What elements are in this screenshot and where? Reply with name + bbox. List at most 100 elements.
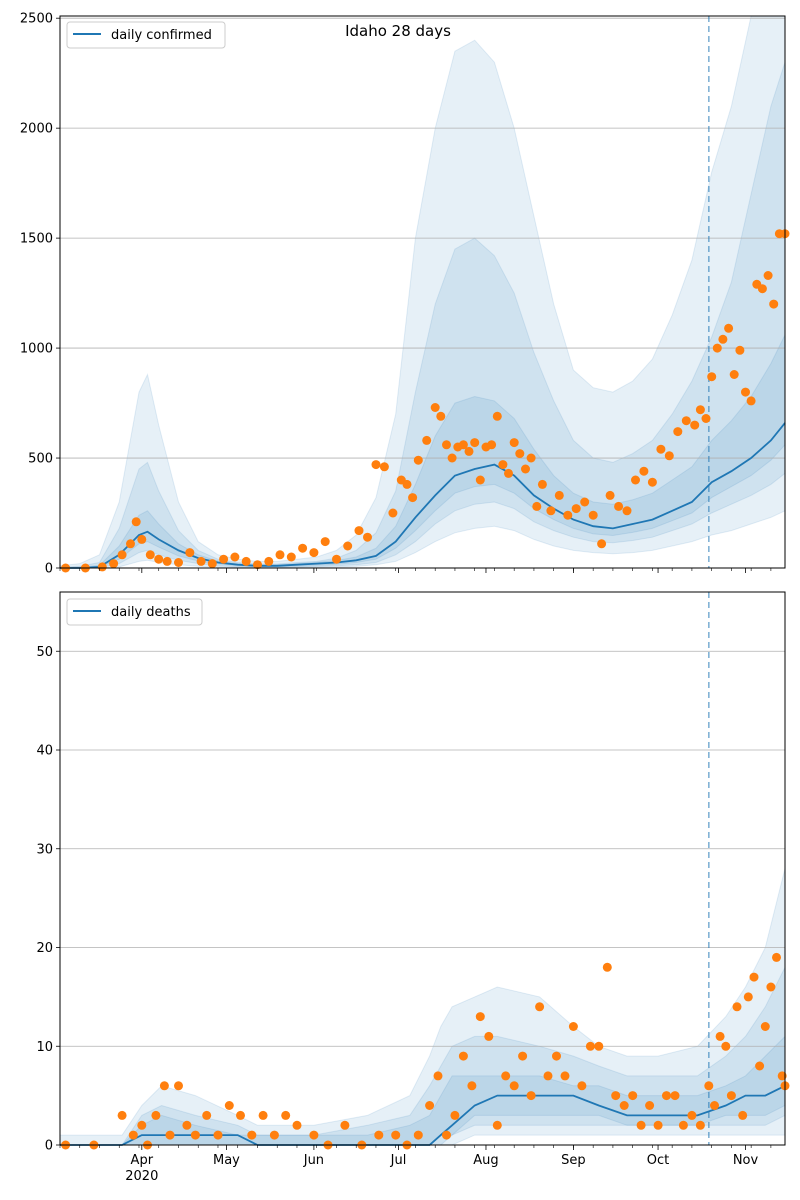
deaths-observed-point — [743, 992, 753, 1002]
confirmed-observed-point — [447, 453, 457, 463]
deaths-observed-point — [710, 1101, 719, 1110]
deaths-legend[interactable]: daily deaths — [66, 598, 203, 626]
confirmed-observed-point — [580, 497, 590, 507]
confirmed-observed-point — [746, 396, 756, 406]
confirmed-observed-point — [509, 438, 519, 448]
confirmed-observed-point — [492, 411, 502, 421]
deaths-axes-border — [59, 591, 786, 1146]
confirmed-observed-point — [458, 440, 468, 450]
confirmed-median-line — [60, 422, 786, 569]
deaths-observed-point — [492, 1120, 502, 1130]
x-tick-label: May — [213, 1153, 240, 1168]
confirmed-observed-point — [154, 554, 164, 564]
x-tick-label: Sep — [561, 1153, 586, 1168]
deaths-observed-point — [695, 1120, 705, 1130]
deaths-observed-point — [484, 1031, 494, 1041]
confirmed-observed-point — [185, 548, 195, 558]
deaths-observed-point — [732, 1002, 742, 1012]
confirmed-observed-point — [622, 506, 632, 516]
deaths-y-tick-label: 0 — [45, 1139, 53, 1154]
confirmed-observed-point — [498, 460, 508, 470]
confirmed-observed-point — [379, 462, 389, 472]
deaths-observed-points — [61, 952, 790, 1150]
confirmed-legend-box — [66, 21, 226, 49]
confirmed-observed-point — [131, 517, 141, 527]
x-tick-label: Jun — [303, 1153, 324, 1168]
deaths-observed-point — [678, 1120, 688, 1130]
deaths-observed-point — [137, 1120, 147, 1130]
confirmed-observed-points — [61, 229, 790, 573]
confirmed-observed-point — [219, 554, 229, 564]
deaths-observed-point — [509, 1081, 519, 1091]
confirmed-observed-point — [241, 556, 251, 566]
deaths-observed-point — [577, 1081, 587, 1091]
deaths-observed-point — [715, 1031, 725, 1041]
deaths-observed-point — [258, 1110, 268, 1120]
deaths-observed-point — [247, 1130, 257, 1140]
confirmed-observed-point — [470, 438, 480, 448]
confirmed-observed-point — [162, 556, 172, 566]
confirmed-observed-point — [475, 475, 485, 485]
deaths-observed-point — [224, 1101, 234, 1110]
confirmed-observed-point — [639, 466, 649, 476]
deaths-observed-point — [165, 1130, 175, 1140]
confirmed-observed-point — [320, 537, 330, 547]
confirmed-observed-point — [464, 446, 474, 456]
deaths-observed-point — [670, 1091, 680, 1101]
deaths-observed-point — [425, 1101, 435, 1110]
deaths-y-tick-label: 20 — [36, 941, 53, 956]
confirmed-observed-point — [230, 552, 240, 562]
deaths-observed-point — [535, 1002, 545, 1012]
confirmed-observed-point — [763, 271, 773, 280]
deaths-observed-point — [726, 1091, 736, 1101]
confirmed-observed-point — [729, 370, 739, 379]
confirmed-observed-point — [253, 560, 262, 570]
confirmed-observed-point — [526, 453, 536, 463]
deaths-observed-point — [182, 1120, 192, 1130]
confirmed-y-tick-label: 1000 — [20, 342, 53, 357]
confirmed-observed-point — [741, 387, 750, 397]
confirmed-observed-point — [332, 554, 341, 564]
confirmed-observed-point — [588, 510, 598, 520]
confirmed-observed-point — [207, 559, 217, 569]
confirmed-observed-point — [718, 334, 728, 344]
confirmed-observed-point — [354, 526, 364, 536]
deaths-y-tick-label: 40 — [36, 744, 53, 759]
confirmed-observed-point — [532, 501, 542, 511]
deaths-observed-point — [721, 1041, 731, 1051]
confirmed-observed-point — [515, 449, 525, 459]
confirmed-y-tick-label: 0 — [45, 562, 53, 577]
confirmed-observed-point — [769, 299, 779, 309]
confirmed-y-tick-label: 2500 — [20, 12, 53, 27]
x-tick-label: Oct — [647, 1153, 669, 1168]
deaths-observed-point — [309, 1130, 319, 1140]
confirmed-legend[interactable]: daily confirmed — [66, 21, 226, 49]
confirmed-observed-point — [126, 539, 135, 549]
confirmed-observed-point — [275, 550, 285, 560]
deaths-observed-point — [442, 1130, 451, 1140]
deaths-observed-point — [213, 1130, 223, 1140]
confirmed-observed-point — [571, 504, 581, 514]
confirmed-observed-point — [707, 372, 717, 382]
confirmed-observed-point — [757, 284, 767, 294]
deaths-y-tick-label: 10 — [36, 1040, 53, 1055]
deaths-observed-point — [543, 1071, 553, 1081]
confirmed-observed-point — [422, 435, 432, 445]
confirmed-observed-point — [614, 501, 624, 511]
confirmed-observed-point — [597, 539, 607, 549]
confirmed-observed-point — [436, 411, 446, 421]
deaths-legend-label: daily deaths — [111, 605, 191, 620]
confirmed-observed-point — [174, 558, 183, 567]
deaths-observed-point — [281, 1110, 291, 1120]
deaths-observed-point — [374, 1130, 384, 1140]
deaths-observed-point — [450, 1110, 460, 1120]
deaths-y-tick-label: 50 — [36, 645, 53, 660]
deaths-observed-point — [552, 1051, 561, 1061]
confirmed-y-tick-label: 2000 — [20, 122, 53, 137]
deaths-observed-point — [340, 1120, 350, 1130]
deaths-observed-point — [602, 962, 612, 972]
deaths-observed-point — [458, 1051, 468, 1061]
confirmed-observed-point — [402, 479, 412, 489]
